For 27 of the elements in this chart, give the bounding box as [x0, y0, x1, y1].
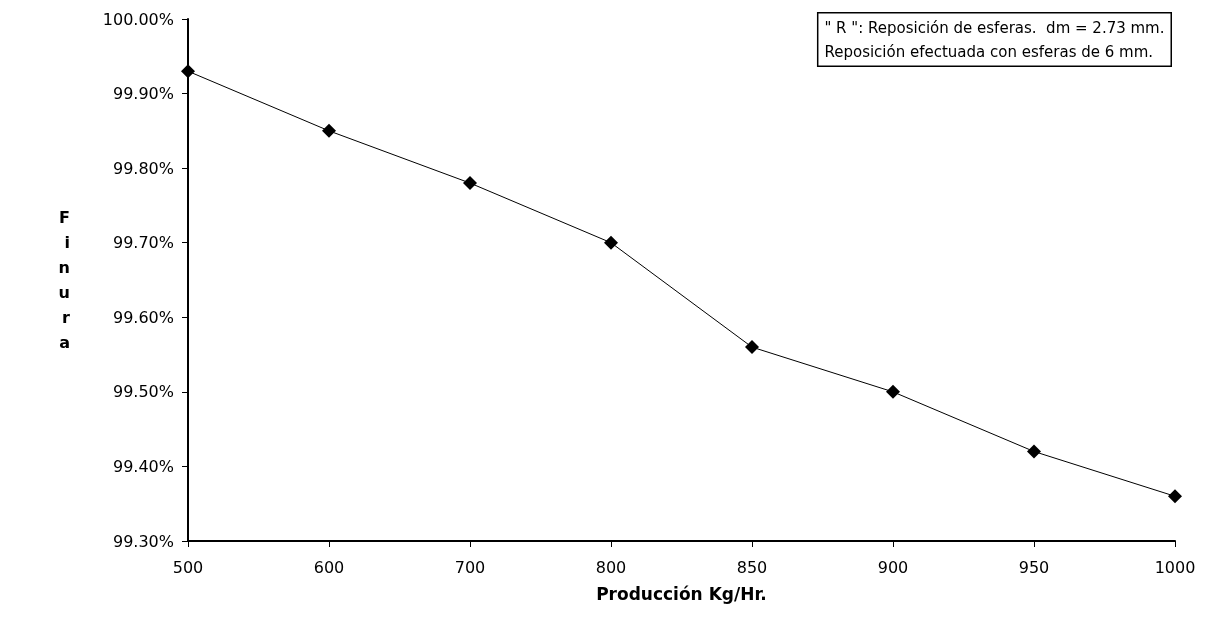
- point: [604, 235, 618, 250]
- y-axis-title: Finura: [58, 208, 71, 352]
- point: [1027, 444, 1041, 459]
- point: [181, 64, 195, 79]
- x-tick-label: 600: [313, 557, 345, 577]
- x-tick-label: 850: [736, 557, 768, 577]
- y-tick-label: 99.30%: [112, 531, 174, 551]
- y-tick-label: 99.90%: [112, 84, 174, 104]
- annotation: " R ": Reposición de esferas. dm = 2.73 mm. Reposición efectuada con esferas de 6 mm.: [824, 18, 1165, 61]
- x-axis-title: Producción Kg/Hr.: [596, 583, 767, 604]
- x-tick-label: 900: [877, 557, 909, 577]
- point: [463, 176, 477, 191]
- y-tick-label: 99.40%: [112, 456, 174, 476]
- y-tick-label: 99.70%: [112, 233, 174, 253]
- y-tick-label: 100.00%: [102, 9, 174, 29]
- y-tick-label: 99.60%: [112, 307, 174, 327]
- point: [886, 384, 900, 399]
- x-tick-label: 500: [172, 557, 204, 577]
- y-tick-label: 99.80%: [112, 158, 174, 178]
- x-tick-label: 800: [595, 557, 627, 577]
- x-tick-label: 950: [1018, 557, 1050, 577]
- x-tick-label: 1000: [1154, 557, 1196, 577]
- y-tick-label: 99.50%: [112, 382, 174, 402]
- point: [1168, 489, 1182, 504]
- point: [322, 123, 336, 138]
- point: [745, 340, 759, 355]
- x-tick-label: 700: [454, 557, 486, 577]
